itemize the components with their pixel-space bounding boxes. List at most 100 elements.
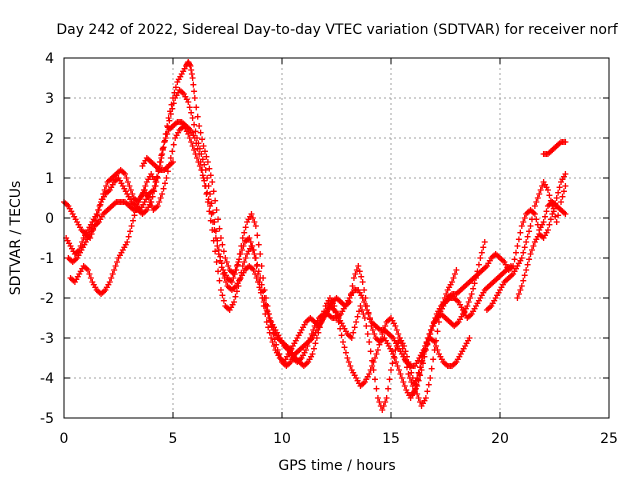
data-point: [544, 187, 551, 193]
data-point: [87, 275, 94, 281]
data-point: [255, 241, 262, 248]
data-point: [203, 153, 210, 160]
data-point: [159, 145, 166, 152]
data-point: [415, 377, 422, 384]
data-point: [443, 291, 450, 297]
data-point: [537, 187, 544, 193]
data-point: [400, 379, 407, 385]
data-point: [342, 349, 349, 356]
data-point: [200, 175, 207, 181]
data-point: [126, 183, 133, 189]
data-point: [386, 376, 393, 383]
data-point: [539, 183, 546, 189]
data-point: [252, 223, 259, 229]
x-tick-label: 0: [60, 431, 69, 447]
data-point: [348, 335, 355, 341]
data-point: [349, 283, 356, 289]
data-point: [350, 329, 357, 336]
data-point: [521, 215, 528, 221]
data-point: [397, 371, 404, 377]
data-point: [367, 367, 374, 373]
data-point: [406, 375, 413, 381]
data-point: [361, 299, 368, 305]
data-point: [451, 271, 458, 277]
data-point: [340, 339, 347, 345]
data-point: [212, 197, 219, 204]
data-point: [127, 228, 134, 235]
data-point: [215, 268, 222, 275]
series-track-1: [61, 59, 460, 413]
data-point: [246, 235, 253, 241]
data-point: [211, 227, 218, 233]
data-point: [198, 167, 205, 173]
chart-title: Day 242 of 2022, Sidereal Day-to-day VTE…: [56, 22, 618, 38]
x-axis-label: GPS time / hours: [278, 458, 395, 474]
data-point: [433, 343, 440, 349]
data-point: [422, 395, 429, 401]
data-point: [318, 319, 325, 325]
data-point: [213, 259, 220, 265]
data-point: [337, 325, 344, 332]
data-point: [212, 235, 219, 241]
data-point: [424, 388, 431, 395]
data-point: [379, 331, 386, 337]
data-point: [131, 212, 138, 219]
data-point: [255, 279, 262, 285]
data-point: [335, 319, 342, 325]
data-point: [212, 248, 219, 255]
data-point: [331, 303, 338, 309]
data-point: [401, 383, 408, 389]
data-point: [523, 239, 530, 245]
data-point: [304, 343, 311, 349]
data-point: [196, 163, 203, 169]
data-point: [254, 261, 261, 268]
data-point: [259, 295, 266, 301]
data-point: [542, 213, 549, 220]
data-point: [376, 341, 383, 348]
data-point: [530, 209, 537, 216]
data-point: [149, 193, 156, 200]
y-tick-labels: -5 -4 -3 -2 -1 0 1 2 3 4: [40, 51, 54, 427]
data-point: [220, 297, 227, 304]
data-point: [201, 148, 208, 155]
series-track-4: [67, 123, 514, 369]
data-point: [170, 141, 177, 148]
data-point: [154, 175, 161, 181]
data-point: [427, 331, 434, 337]
data-point: [553, 219, 560, 225]
y-tick-label: -4: [40, 371, 54, 387]
data-point: [528, 216, 535, 223]
data-point: [197, 129, 204, 136]
data-point: [550, 205, 557, 212]
data-point: [236, 276, 243, 283]
data-point: [515, 236, 522, 243]
data-point: [204, 159, 211, 165]
data-point: [466, 335, 473, 341]
data-point: [552, 200, 559, 207]
data-point: [154, 203, 161, 209]
data-point: [350, 275, 357, 281]
data-point: [191, 95, 198, 101]
data-point: [122, 171, 129, 177]
data-point: [163, 175, 170, 181]
data-point: [562, 183, 569, 189]
data-point: [162, 180, 169, 187]
data-point: [216, 277, 223, 284]
data-point: [414, 383, 421, 389]
data-point: [332, 308, 339, 315]
data-point: [156, 199, 163, 205]
data-point: [370, 359, 377, 365]
data-point: [309, 351, 316, 357]
data-point: [383, 395, 390, 401]
data-point: [553, 195, 560, 201]
data-point: [425, 381, 432, 388]
data-point: [148, 203, 155, 209]
data-point: [421, 353, 428, 360]
data-point: [352, 271, 359, 277]
data-point: [240, 243, 247, 249]
data-point: [411, 387, 418, 393]
data-point: [364, 331, 371, 337]
data-point: [132, 207, 139, 213]
data-point: [416, 371, 423, 377]
